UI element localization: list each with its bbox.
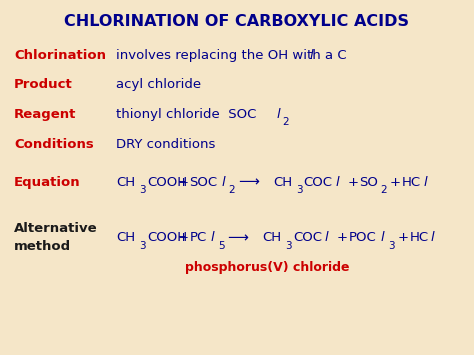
Text: 2: 2 [381,185,387,195]
Text: acyl chloride: acyl chloride [116,78,201,91]
Text: Product: Product [14,78,73,91]
Text: phosphorus(V) chloride: phosphorus(V) chloride [185,261,349,274]
Text: COC: COC [304,176,333,189]
Text: PC: PC [190,231,207,244]
Text: 3: 3 [139,185,146,195]
Text: 2: 2 [283,117,289,127]
Text: CH: CH [273,176,292,189]
Text: ⟶: ⟶ [228,230,248,245]
Text: CH: CH [262,231,281,244]
Text: thionyl chloride  SOC: thionyl chloride SOC [116,108,256,121]
Text: l: l [211,231,214,244]
Text: l: l [424,176,427,189]
Text: Alternative: Alternative [14,223,98,235]
Text: l: l [431,231,435,244]
Text: CH: CH [116,231,135,244]
Text: CHLORINATION OF CARBOXYLIC ACIDS: CHLORINATION OF CARBOXYLIC ACIDS [64,14,410,29]
Text: l: l [276,108,280,121]
Text: 2: 2 [229,185,235,195]
Text: l: l [310,49,313,61]
Text: SO: SO [359,176,378,189]
Text: +: + [347,176,358,189]
Text: Reagent: Reagent [14,108,77,121]
Text: HC: HC [402,176,421,189]
Text: COOH: COOH [147,176,187,189]
Text: SOC: SOC [190,176,218,189]
Text: +: + [397,231,409,244]
Text: +: + [390,176,401,189]
Text: involves replacing the OH with a C: involves replacing the OH with a C [116,49,347,61]
Text: 5: 5 [218,241,225,251]
Text: l: l [325,231,328,244]
Text: +: + [177,231,188,244]
Text: COC: COC [293,231,322,244]
Text: 3: 3 [139,241,146,251]
Text: HC: HC [410,231,428,244]
Text: l: l [221,176,225,189]
Text: Chlorination: Chlorination [14,49,106,61]
Text: l: l [381,231,384,244]
Text: 3: 3 [296,185,302,195]
Text: DRY conditions: DRY conditions [116,138,216,151]
Text: ⟶: ⟶ [238,175,259,190]
Text: method: method [14,240,72,253]
Text: 3: 3 [285,241,292,251]
Text: POC: POC [349,231,376,244]
Text: +: + [177,176,188,189]
Text: 3: 3 [388,241,394,251]
Text: Equation: Equation [14,176,81,189]
Text: COOH: COOH [147,231,187,244]
Text: Conditions: Conditions [14,138,94,151]
Text: l: l [336,176,339,189]
Text: CH: CH [116,176,135,189]
Text: +: + [337,231,347,244]
